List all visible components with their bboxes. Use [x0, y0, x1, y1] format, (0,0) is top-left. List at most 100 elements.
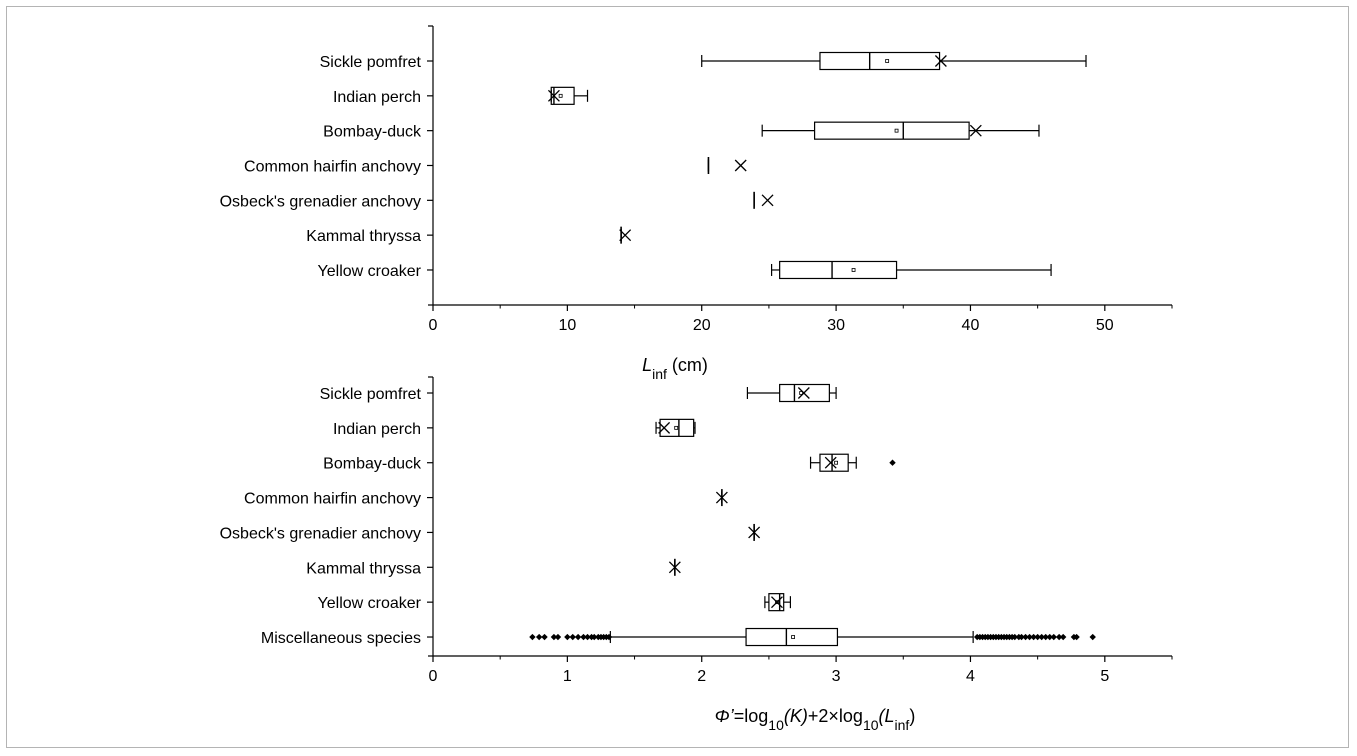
category-label: Indian perch	[333, 421, 421, 438]
outlier-point	[1050, 633, 1057, 641]
outlier-point	[574, 633, 582, 641]
x-tick-label: 0	[429, 668, 438, 685]
cross-marker-b	[824, 456, 837, 469]
x-tick-label: 1	[563, 668, 572, 685]
outlier-point	[1073, 633, 1080, 641]
outlier-point	[584, 633, 591, 641]
outlier-point	[569, 633, 576, 641]
figure-frame	[6, 6, 1349, 748]
category-label: Bombay-duck	[323, 456, 422, 473]
category-label: Indian perch	[333, 89, 421, 106]
outlier-point	[1089, 633, 1096, 641]
outlier-point	[591, 633, 598, 641]
x-label-bottom-k: (K)	[784, 706, 808, 726]
outlier-point	[1034, 633, 1041, 641]
x-label-bottom-phi: Φ’	[715, 706, 735, 726]
cross-marker-b	[771, 596, 783, 609]
outlier-point	[541, 633, 548, 641]
category-label: Osbeck's grenadier anchovy	[220, 193, 421, 210]
x-tick-label: 40	[962, 317, 980, 334]
outlier-point	[1055, 633, 1063, 641]
iqr-box	[819, 51, 941, 71]
x-tick-label: 10	[558, 317, 576, 334]
iqr-box	[745, 627, 839, 647]
mean-marker	[558, 93, 563, 98]
outlier-point	[1011, 633, 1018, 641]
x-label-bottom-lopen: (L	[879, 706, 895, 726]
mean-marker	[851, 268, 856, 272]
x-label-top-tail: (cm)	[667, 355, 708, 375]
cross-marker-b	[715, 491, 728, 504]
x-tick-label: 4	[966, 668, 975, 685]
outlier-point	[529, 633, 536, 641]
outlier-point	[1046, 633, 1053, 641]
outlier-point	[550, 633, 558, 641]
x-tick-label: 30	[827, 317, 845, 334]
outlier-point	[889, 459, 896, 466]
x-tick-label: 2	[697, 668, 706, 685]
x-label-bottom-sub2: 10	[863, 717, 879, 733]
x-tick-label: 0	[429, 317, 438, 334]
category-label: Yellow croaker	[318, 263, 422, 280]
x-label-bottom-sub1: 10	[768, 717, 784, 733]
outlier-point	[1038, 633, 1045, 641]
cross-marker-b	[547, 89, 560, 102]
cross-marker-b	[934, 55, 947, 67]
x-tick-label: 20	[693, 317, 711, 334]
outlier-point	[1059, 633, 1067, 641]
cross-marker-b	[734, 159, 747, 172]
cross-marker-b	[748, 526, 761, 539]
x-axis-label-bottom: Φ’=log10(K)+2×log10(Linf)	[715, 706, 916, 733]
cross-marker-b	[797, 387, 810, 399]
iqr-box	[768, 593, 785, 612]
cross-marker-b	[668, 561, 681, 574]
iqr-box	[779, 383, 830, 403]
outlier-point	[1018, 633, 1025, 641]
category-label: Miscellaneous species	[261, 630, 421, 647]
cross-marker-b	[619, 229, 632, 242]
cross-marker-b	[658, 421, 671, 434]
iqr-box	[819, 453, 849, 472]
x-label-bottom-sub3: inf	[895, 717, 910, 733]
outlier-point	[564, 633, 571, 641]
iqr-box	[779, 260, 898, 280]
x-axis-label-top: Linf (cm)	[642, 355, 708, 382]
mean-marker	[799, 391, 804, 395]
outlier-point	[1026, 633, 1033, 641]
category-label: Common hairfin anchovy	[244, 158, 421, 175]
category-label: Kammal thryssa	[306, 228, 421, 245]
mean-marker	[834, 460, 838, 465]
outlier-point	[1042, 633, 1049, 641]
x-tick-label: 3	[832, 668, 841, 685]
mean-marker	[775, 600, 779, 605]
mean-marker	[791, 635, 795, 639]
panel-top-linf: 0 10 20 30 40 50 Sickle pomfret Indian perch Bom…	[220, 25, 1173, 334]
iqr-box	[659, 418, 695, 437]
mean-marker	[894, 128, 899, 133]
mean-marker	[674, 425, 679, 430]
panel-bottom-phi: 0 1 2 3 4 5 Sickle pomfret Indian perch Bombay-d…	[220, 376, 1173, 685]
mean-marker	[885, 59, 890, 63]
category-label: Common hairfin anchovy	[244, 491, 421, 508]
category-label: Kammal thryssa	[306, 560, 421, 577]
x-tick-label: 5	[1100, 668, 1109, 685]
category-label: Osbeck's grenadier anchovy	[220, 525, 421, 542]
cross-marker-b	[761, 194, 774, 207]
x-label-top-base: L	[642, 355, 652, 375]
outlier-point	[580, 633, 587, 641]
x-label-top-sub: inf	[652, 366, 667, 382]
iqr-box	[550, 86, 575, 105]
category-label: Sickle pomfret	[320, 386, 422, 403]
outlier-point	[554, 633, 562, 641]
x-label-bottom-rclose: )	[909, 706, 915, 726]
outlier-point	[535, 633, 543, 641]
category-label: Bombay-duck	[323, 124, 422, 141]
x-label-bottom-eq: =log	[734, 706, 769, 726]
category-label: Sickle pomfret	[320, 54, 422, 71]
outlier-point	[1022, 633, 1029, 641]
iqr-box	[813, 121, 970, 140]
cross-marker-b	[969, 124, 982, 137]
category-label: Yellow croaker	[318, 595, 422, 612]
outlier-point	[605, 633, 613, 641]
